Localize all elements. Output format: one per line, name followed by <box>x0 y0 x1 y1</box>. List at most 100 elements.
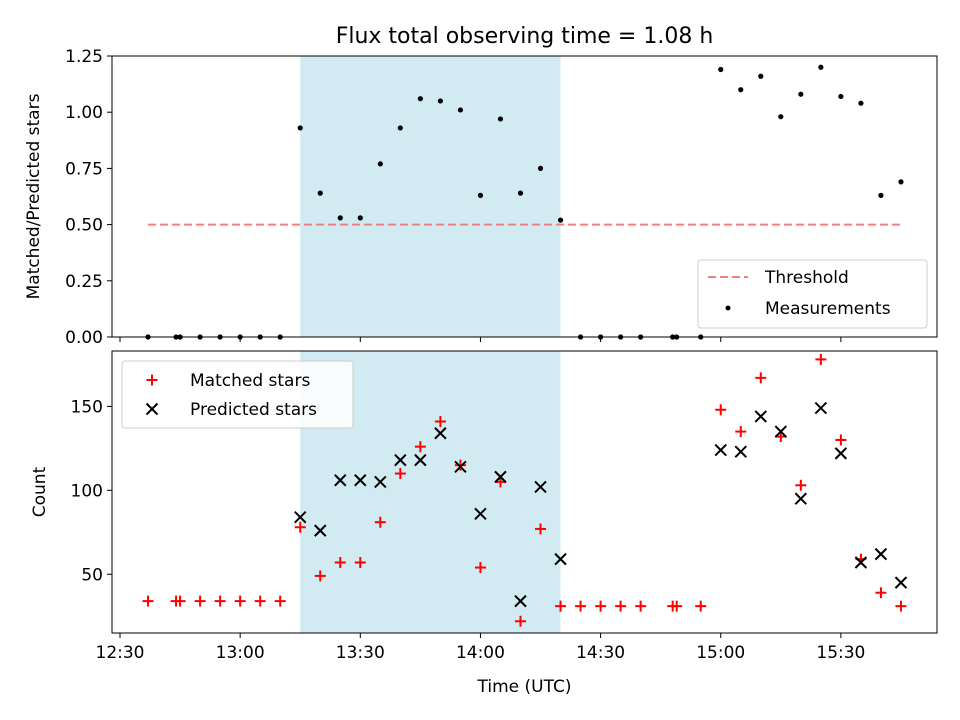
x-stroke <box>374 475 387 489</box>
predicted-star-point <box>874 547 888 561</box>
predicted-star-point <box>414 453 427 467</box>
predicted-star-point <box>714 443 727 457</box>
y-tick-label: 50 <box>81 565 103 585</box>
y-tick-label: 1.00 <box>65 103 103 123</box>
matched-star-point <box>695 600 707 612</box>
measurement-point <box>297 125 303 131</box>
x-tick-label: 15:30 <box>816 643 865 663</box>
predicted-star-point <box>374 475 387 489</box>
measurement-point <box>738 87 744 93</box>
x-stroke <box>874 547 888 561</box>
y-tick-label: 0.25 <box>65 272 103 292</box>
y-tick-label: 0.00 <box>65 328 103 348</box>
top-x-ticks <box>119 337 842 342</box>
predicted-stars-points <box>294 401 908 608</box>
measurement-point <box>397 125 403 131</box>
matched-star-point <box>414 441 426 453</box>
measurement-point <box>878 192 884 198</box>
matched-star-point <box>274 595 286 607</box>
y-tick-label: 150 <box>71 397 103 417</box>
matched-star-point <box>214 595 226 607</box>
measurement-point <box>477 192 484 198</box>
measurement-point <box>838 93 844 100</box>
measurement-point <box>537 165 544 171</box>
matched-star-point <box>514 615 526 627</box>
matched-star-point <box>174 595 186 607</box>
x-tick-label: 15:00 <box>696 643 745 663</box>
matched-star-point <box>142 595 154 607</box>
x-stroke <box>854 556 868 569</box>
predicted-star-point <box>814 401 828 415</box>
measurement-point <box>758 73 764 79</box>
matched-star-point <box>294 521 306 533</box>
measurement-point <box>317 190 323 196</box>
matched-star-point <box>254 595 266 607</box>
measurement-point <box>517 190 524 196</box>
predicted-star-point <box>534 480 547 494</box>
x-stroke <box>714 443 727 457</box>
x-tick-label: 13:30 <box>336 643 385 663</box>
x-stroke <box>474 507 487 521</box>
x-tick-label: 12:30 <box>96 643 145 663</box>
top-y-ticks: 0.00 0.25 0.50 0.75 1.00 1.25 <box>65 47 112 348</box>
measurement-point <box>337 215 343 221</box>
measurement-point <box>718 66 724 73</box>
matched-star-point <box>875 587 887 599</box>
x-stroke <box>894 576 908 589</box>
matched-star-point <box>535 523 547 535</box>
legend-predicted-label: Predicted stars <box>190 400 317 420</box>
predicted-star-point <box>434 427 447 440</box>
x-stroke <box>334 474 347 487</box>
predicted-star-point <box>554 552 567 566</box>
measurement-point <box>898 179 904 185</box>
matched-star-point <box>835 434 847 446</box>
legend-measurements-label: Measurements <box>765 299 891 319</box>
measurement-point <box>818 64 824 70</box>
matched-star-point <box>474 562 486 574</box>
matched-star-point <box>755 372 767 384</box>
matched-star-point <box>715 404 727 416</box>
chart-title: Flux total observing time = 1.08 h <box>336 24 714 49</box>
predicted-star-point <box>454 460 467 474</box>
predicted-star-point <box>774 425 788 438</box>
matched-star-point <box>635 600 647 612</box>
legend-x-marker <box>145 402 159 416</box>
x-stroke <box>434 427 447 440</box>
legend-predicted-swatch <box>145 402 159 416</box>
matched-star-point <box>815 353 827 365</box>
predicted-star-point <box>394 453 407 467</box>
matched-star-point <box>795 479 807 491</box>
predicted-star-point <box>734 445 747 458</box>
matched-star-point <box>615 600 627 612</box>
matched-star-point <box>194 595 206 607</box>
predicted-star-point <box>894 576 908 589</box>
matched-star-point <box>374 516 386 528</box>
predicted-star-point <box>354 474 367 487</box>
predicted-star-point <box>834 447 848 460</box>
y-tick-label: 1.25 <box>65 47 103 67</box>
x-stroke <box>514 594 527 608</box>
matched-star-point <box>314 570 326 582</box>
bottom-legend: Matched stars Predicted stars <box>121 360 354 429</box>
measurement-point <box>417 96 423 102</box>
x-stroke <box>794 492 808 505</box>
predicted-star-point <box>854 556 868 569</box>
x-stroke <box>314 524 327 537</box>
x-stroke <box>294 510 307 524</box>
predicted-star-point <box>514 594 527 608</box>
matched-star-point <box>394 468 406 480</box>
matched-star-point <box>334 557 346 568</box>
y-tick-label: 0.50 <box>65 216 103 236</box>
x-stroke <box>774 425 788 438</box>
y-tick-label: 0.75 <box>65 159 103 179</box>
measurement-point <box>778 114 784 120</box>
legend-measurements-swatch <box>725 305 731 311</box>
measurement-point <box>357 215 363 221</box>
matched-star-point <box>595 600 607 612</box>
x-stroke <box>734 445 747 458</box>
measurement-point <box>858 100 864 106</box>
x-stroke <box>145 402 159 416</box>
bottom-x-ticks: 12:30 13:00 13:30 14:00 14:30 15:00 15:30 <box>96 633 865 663</box>
x-stroke <box>834 447 848 460</box>
